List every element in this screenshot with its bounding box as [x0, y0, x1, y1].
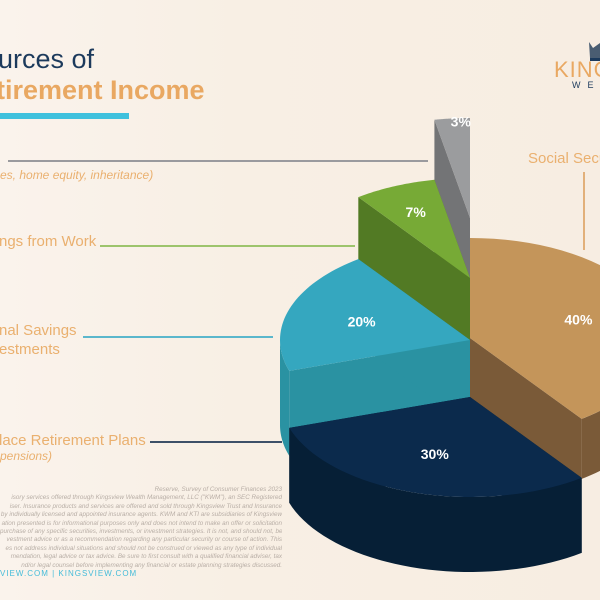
pie-slice-side [289, 427, 582, 572]
leader-line-workplace [150, 441, 282, 443]
label-workplace-sub: pensions) [0, 449, 53, 463]
footnote-line: iser. Insurance products and services ar… [9, 502, 282, 510]
pie-slice-cut-face [470, 338, 582, 479]
footnote-line: Reserve, Survey of Consumer Finances 202… [154, 486, 282, 493]
pie-slice-side [581, 410, 600, 479]
label-savings-1: nal Savings [0, 322, 77, 339]
footnote-line: mendation, legal advice or tax advice. B… [10, 553, 282, 561]
footnote-line: by individually licensed and appointed i… [0, 511, 282, 519]
label-other-sub: es, home equity, inheritance) [0, 168, 154, 182]
pie-slice-3 [358, 179, 470, 278]
data-label: 7% [406, 204, 427, 220]
leader-line-work [100, 245, 355, 247]
label-workplace: lace Retirement Plans [0, 432, 146, 449]
footnote-line: vestment advice or as a recommendation r… [6, 536, 282, 544]
leader-line-social [583, 172, 585, 250]
footnote-line: ation presented is for informational pur… [1, 519, 282, 527]
pie-slice-0 [470, 238, 600, 419]
data-label: 20% [348, 313, 377, 329]
label-social: Social Secu [528, 150, 600, 167]
footnote-line: nd/or legal counsel before implementing … [21, 561, 282, 569]
website-links[interactable]: VIEW.COM | KINGSVIEW.COM [0, 569, 138, 578]
data-label: 40% [564, 311, 593, 327]
footnote: Reserve, Survey of Consumer Finances 202… [0, 486, 282, 570]
title-line-1: urces of [0, 44, 95, 74]
pie-slice-4 [434, 118, 470, 218]
logo-tagline: WEA [572, 80, 600, 90]
label-savings-2: estments [0, 341, 60, 358]
title-line-2: tirement Income [0, 75, 205, 105]
data-label: 3% [451, 113, 472, 129]
label-work: ngs from Work [0, 233, 97, 250]
leader-line-other [8, 160, 428, 162]
footnote-line: purchase of any specific securities, inv… [0, 528, 282, 536]
pie-slice-side [280, 340, 290, 456]
footnote-line: es not address individual situations and… [5, 544, 282, 552]
leader-line-savings [83, 336, 273, 338]
pie-slice-1 [289, 397, 582, 497]
footnote-line: isory services offered through Kingsview… [11, 494, 282, 502]
pie-slice-2 [280, 259, 470, 371]
title-underline [0, 113, 129, 119]
logo-wordmark: KINGS [554, 57, 600, 82]
data-label: 30% [421, 446, 450, 462]
